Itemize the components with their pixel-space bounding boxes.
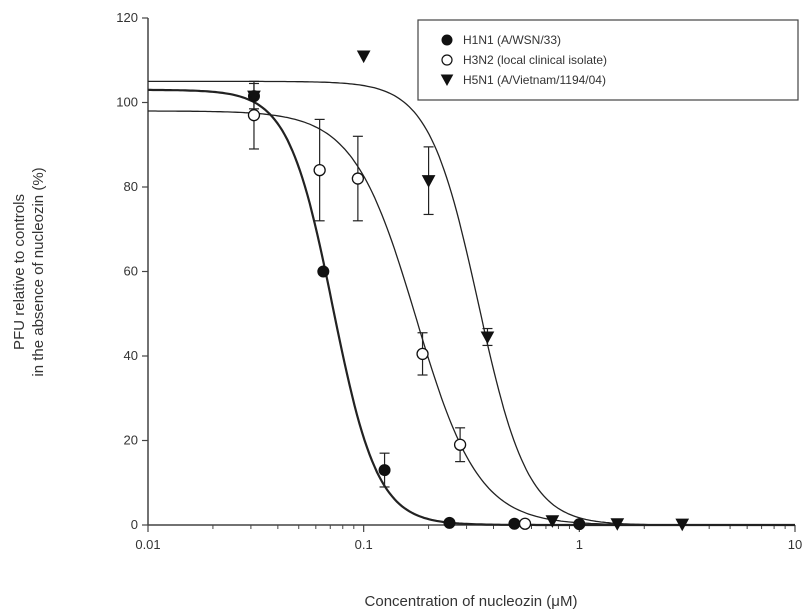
data-point-h3n2 bbox=[314, 165, 325, 176]
y-tick-label: 40 bbox=[124, 348, 138, 363]
x-tick-label: 10 bbox=[788, 537, 802, 552]
data-point-h3n2 bbox=[248, 110, 259, 121]
y-ticks: 0 20 40 60 80 100 120 bbox=[116, 10, 148, 532]
data-point-h3n2 bbox=[455, 439, 466, 450]
y-tick-label: 60 bbox=[124, 264, 138, 279]
data-point-h3n2 bbox=[352, 173, 363, 184]
legend-label-h5n1: H5N1 (A/Vietnam/1194/04) bbox=[463, 73, 606, 87]
legend: H1N1 (A/WSN/33) H3N2 (local clinical iso… bbox=[418, 20, 798, 100]
legend-label-h3n2: H3N2 (local clinical isolate) bbox=[463, 53, 607, 67]
y-tick-label: 0 bbox=[131, 517, 138, 532]
y-tick-label: 20 bbox=[124, 433, 138, 448]
data-point-h3n2 bbox=[417, 348, 428, 359]
x-tick-label: 0.01 bbox=[135, 537, 160, 552]
data-point-h3n2 bbox=[520, 518, 531, 529]
legend-label-h1n1: H1N1 (A/WSN/33) bbox=[463, 33, 561, 47]
y-tick-label: 80 bbox=[124, 179, 138, 194]
data-point-h5n1 bbox=[423, 176, 435, 187]
x-axis-title: Concentration of nucleozin (μM) bbox=[365, 593, 578, 610]
fit-curve-h3n2 bbox=[148, 111, 795, 525]
y-axis-title-line-2: in the absence of nucleozin (%) bbox=[30, 167, 47, 376]
data-point-h1n1 bbox=[318, 266, 329, 277]
x-tick-label: 1 bbox=[576, 537, 583, 552]
data-point-h5n1 bbox=[481, 332, 493, 343]
y-tick-label: 100 bbox=[116, 95, 138, 110]
data-point-h1n1 bbox=[574, 519, 585, 530]
y-tick-label: 120 bbox=[116, 10, 138, 25]
fit-curves bbox=[148, 81, 795, 525]
data-point-h1n1 bbox=[379, 465, 390, 476]
legend-marker-h3n2 bbox=[442, 55, 452, 65]
x-tick-label: 0.1 bbox=[355, 537, 373, 552]
fit-curve-h5n1 bbox=[148, 81, 795, 525]
error-bars bbox=[249, 81, 492, 487]
legend-marker-h1n1 bbox=[442, 35, 452, 45]
data-point-h5n1 bbox=[358, 51, 370, 62]
fit-curve-h1n1 bbox=[148, 90, 795, 525]
data-point-h1n1 bbox=[444, 517, 455, 528]
y-axis-title-line-1: PFU relative to controls bbox=[11, 194, 28, 350]
data-point-h1n1 bbox=[509, 518, 520, 529]
x-ticks: 0.01 0.1 1 10 bbox=[135, 525, 802, 552]
